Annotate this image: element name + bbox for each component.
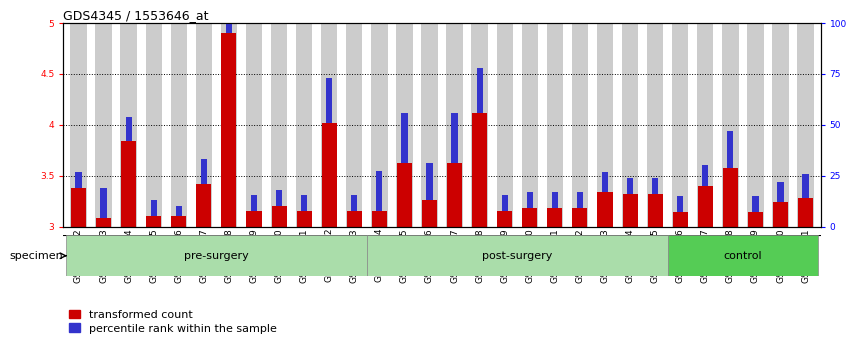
- Bar: [246, 23, 262, 227]
- Bar: [573, 208, 587, 227]
- Bar: [296, 23, 312, 227]
- Bar: [376, 171, 382, 211]
- Bar: [321, 23, 338, 227]
- Text: post-surgery: post-surgery: [482, 251, 552, 261]
- Bar: [697, 23, 713, 227]
- Bar: [176, 206, 182, 216]
- Bar: [447, 164, 462, 227]
- Bar: [547, 208, 563, 227]
- Bar: [146, 216, 162, 227]
- Bar: [321, 123, 337, 227]
- Bar: [226, 0, 232, 33]
- Bar: [798, 23, 814, 227]
- Legend: transformed count, percentile rank within the sample: transformed count, percentile rank withi…: [69, 310, 277, 333]
- Bar: [246, 211, 261, 227]
- Bar: [347, 211, 362, 227]
- Bar: [522, 23, 538, 227]
- Bar: [577, 192, 583, 208]
- Bar: [471, 23, 488, 227]
- Bar: [597, 23, 613, 227]
- Bar: [195, 23, 212, 227]
- Bar: [497, 211, 512, 227]
- Bar: [622, 23, 638, 227]
- Bar: [421, 23, 437, 227]
- Bar: [747, 23, 764, 227]
- Bar: [301, 195, 307, 211]
- Bar: [476, 68, 483, 113]
- Bar: [572, 23, 588, 227]
- Bar: [222, 33, 236, 227]
- Bar: [397, 164, 412, 227]
- Bar: [652, 178, 658, 194]
- Bar: [371, 23, 387, 227]
- Bar: [627, 178, 633, 194]
- Bar: [673, 212, 688, 227]
- Bar: [346, 23, 362, 227]
- Bar: [447, 23, 463, 227]
- Bar: [101, 188, 107, 218]
- Bar: [698, 186, 713, 227]
- Bar: [171, 23, 187, 227]
- Bar: [648, 194, 662, 227]
- Bar: [326, 78, 332, 123]
- Bar: [602, 172, 608, 192]
- Bar: [722, 167, 738, 227]
- Bar: [623, 194, 638, 227]
- Bar: [672, 23, 689, 227]
- Bar: [251, 195, 257, 211]
- Bar: [527, 192, 533, 208]
- Bar: [597, 192, 613, 227]
- Bar: [803, 174, 809, 198]
- Bar: [452, 113, 458, 164]
- Bar: [372, 211, 387, 227]
- Bar: [351, 195, 357, 211]
- Bar: [297, 211, 311, 227]
- Bar: [75, 172, 81, 188]
- Bar: [66, 235, 367, 276]
- Bar: [728, 131, 733, 167]
- Bar: [497, 23, 513, 227]
- Bar: [647, 23, 663, 227]
- Bar: [146, 23, 162, 227]
- Bar: [722, 23, 739, 227]
- Bar: [367, 235, 667, 276]
- Bar: [748, 212, 763, 227]
- Bar: [472, 113, 487, 227]
- Bar: [276, 190, 283, 206]
- Bar: [120, 23, 137, 227]
- Bar: [547, 23, 563, 227]
- Bar: [777, 182, 783, 202]
- Bar: [426, 164, 432, 200]
- Bar: [151, 200, 157, 216]
- Text: specimen: specimen: [9, 251, 63, 261]
- Bar: [502, 195, 508, 211]
- Bar: [798, 198, 813, 227]
- Bar: [772, 23, 788, 227]
- Bar: [96, 23, 112, 227]
- Bar: [201, 159, 207, 184]
- Text: pre-surgery: pre-surgery: [184, 251, 249, 261]
- Text: GDS4345 / 1553646_at: GDS4345 / 1553646_at: [63, 9, 209, 22]
- Bar: [752, 196, 759, 212]
- Bar: [522, 208, 537, 227]
- Bar: [773, 202, 788, 227]
- Bar: [272, 206, 287, 227]
- Bar: [71, 188, 86, 227]
- Bar: [396, 23, 413, 227]
- Bar: [171, 216, 186, 227]
- Bar: [401, 113, 408, 164]
- Bar: [702, 166, 708, 186]
- Bar: [96, 218, 111, 227]
- Bar: [196, 184, 212, 227]
- Bar: [121, 141, 136, 227]
- Bar: [221, 23, 237, 227]
- Bar: [70, 23, 86, 227]
- Bar: [677, 196, 684, 212]
- Bar: [271, 23, 287, 227]
- Bar: [422, 200, 437, 227]
- Bar: [552, 192, 558, 208]
- Text: control: control: [723, 251, 762, 261]
- Bar: [667, 235, 818, 276]
- Bar: [125, 117, 132, 141]
